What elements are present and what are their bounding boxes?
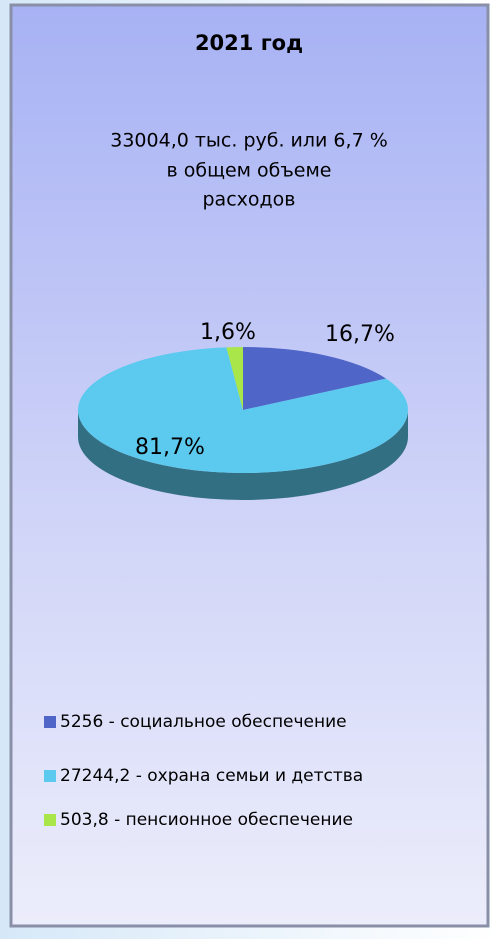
chart-title: 2021 год [195,31,303,55]
subtitle: 33004,0 тыс. руб. или 6,7 % [110,130,388,152]
subtitle: расходов [203,189,296,211]
legend-swatch [44,716,56,728]
data-label: 81,7% [135,435,205,460]
data-label: 1,6% [200,320,256,345]
slice-side [78,410,408,500]
legend-label: 5256 - социальное обеспечение [60,712,347,732]
slice [243,347,387,410]
subtitle: в общем объеме [166,160,331,182]
data-label: 16,7% [325,322,395,347]
slice [226,347,243,410]
legend-swatch [44,770,56,782]
legend-swatch [44,814,56,826]
legend-label: 503,8 - пенсионное обеспечение [60,810,353,830]
legend-label: 27244,2 - охрана семьи и детства [60,766,363,786]
slice [77,347,408,474]
